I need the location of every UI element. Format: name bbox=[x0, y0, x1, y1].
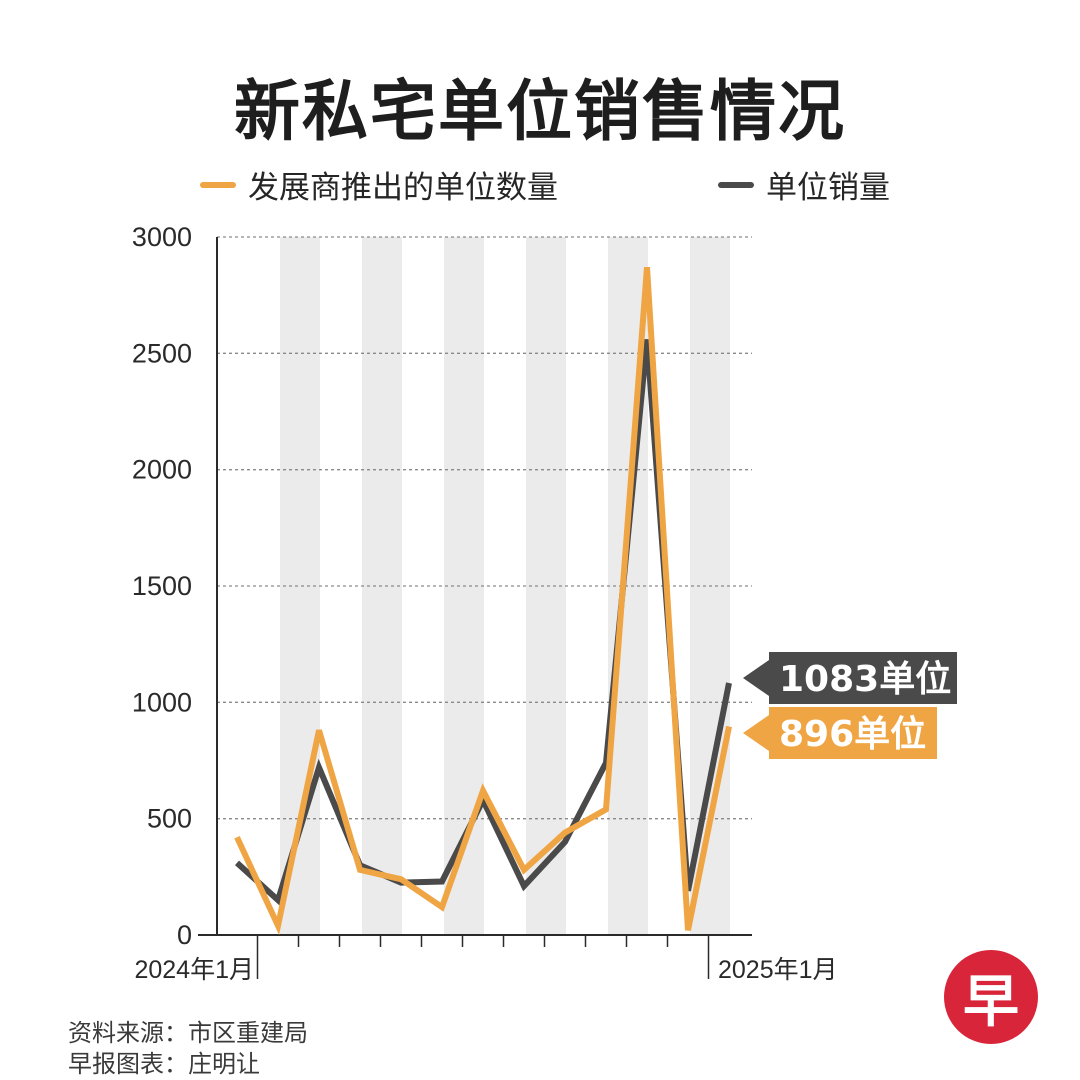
y-tick-label: 3000 bbox=[132, 222, 192, 252]
legend-label-sold: 单位销量 bbox=[766, 170, 890, 206]
callout-box-sold bbox=[769, 652, 957, 704]
legend-swatch-sold bbox=[718, 181, 754, 188]
y-tick-label: 0 bbox=[177, 920, 192, 950]
legend-item-sold: 单位销量 bbox=[718, 162, 890, 207]
logo-text: 早 bbox=[963, 969, 1019, 1035]
callout-label-sold: 1083单位 bbox=[779, 659, 951, 700]
source-note: 资料来源：市区重建局 bbox=[68, 1019, 308, 1047]
zaobao-logo: 早 bbox=[944, 950, 1038, 1044]
credit-note: 早报图表：庄明让 bbox=[68, 1050, 260, 1078]
callout-pointer-sold bbox=[743, 660, 769, 696]
callout-label-launched: 896单位 bbox=[779, 714, 926, 755]
callout-pointer-launched bbox=[743, 715, 769, 751]
callout-box-launched bbox=[769, 707, 937, 759]
y-tick-label: 2000 bbox=[132, 455, 192, 485]
y-tick-label: 2500 bbox=[132, 338, 192, 368]
x-tick-label-last: 2025年1月 bbox=[718, 956, 838, 984]
y-tick-label: 1000 bbox=[132, 687, 192, 717]
legend: 发展商推出的单位数量 单位销量 bbox=[0, 162, 1080, 210]
legend-label-launched: 发展商推出的单位数量 bbox=[248, 170, 558, 206]
legend-item-launched: 发展商推出的单位数量 bbox=[200, 162, 558, 207]
x-tick-label-first: 2024年1月 bbox=[134, 956, 254, 984]
y-tick-label: 500 bbox=[147, 804, 192, 834]
y-tick-label: 1500 bbox=[132, 571, 192, 601]
legend-swatch-launched bbox=[200, 181, 236, 188]
chart-title: 新私宅单位销售情况 bbox=[234, 73, 846, 150]
